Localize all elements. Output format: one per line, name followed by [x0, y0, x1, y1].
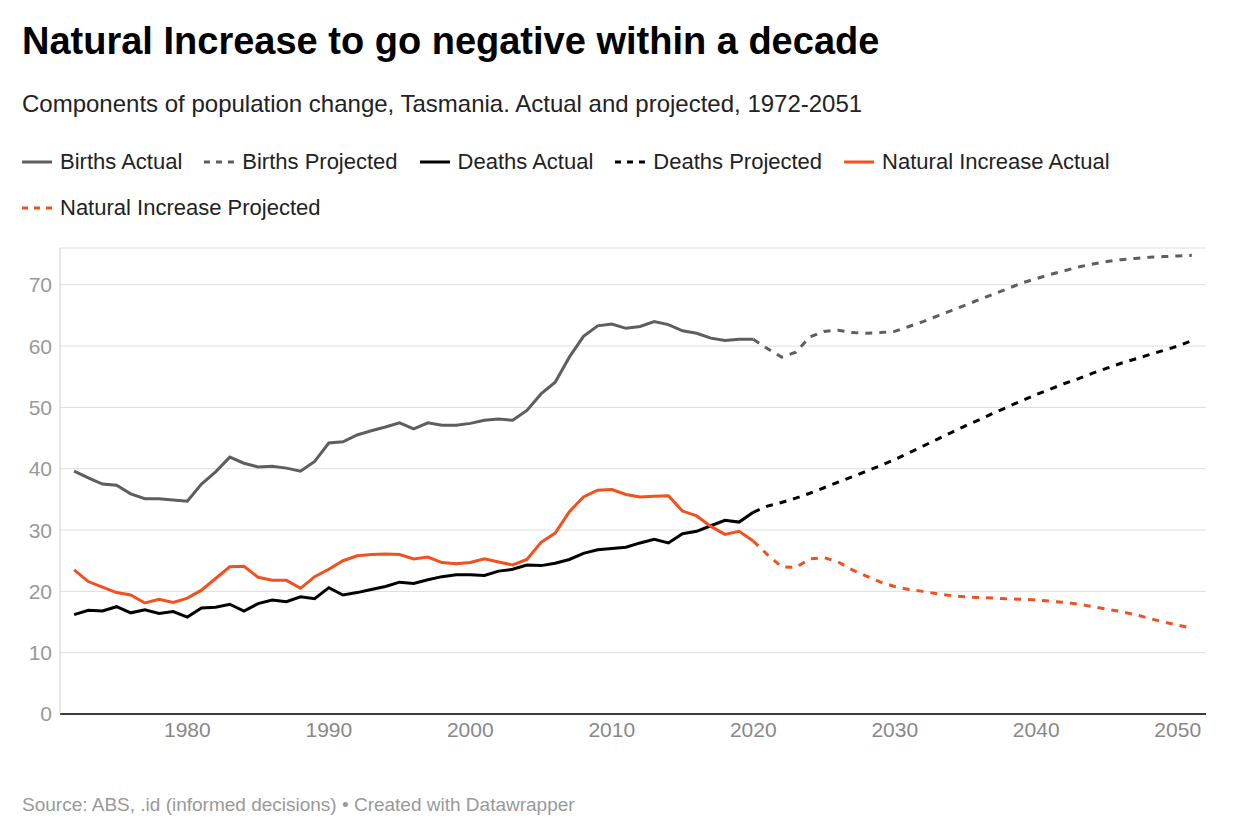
html-text:Source: ABS, .id (informed dec: Source: ABS, .id (informed decisions) • … [22, 794, 575, 815]
svg-text:60: 60 [29, 335, 52, 358]
svg-text:20: 20 [29, 580, 52, 603]
html-text:Deaths Projected: Deaths Projected [653, 149, 823, 174]
svg-text:40: 40 [29, 457, 52, 480]
svg-text:2030: 2030 [871, 718, 918, 741]
html-text:Births Actual: Births Actual [60, 149, 183, 174]
html-text:Deaths Actual: Deaths Actual [457, 149, 594, 174]
svg-text:10: 10 [29, 641, 52, 664]
svg-text:2020: 2020 [730, 718, 777, 741]
svg-text:1990: 1990 [305, 718, 352, 741]
svg-text:1980: 1980 [164, 718, 211, 741]
html-text:Natural Increase Projected: Natural Increase Projected [60, 195, 321, 220]
html-text:Components of population chang: Components of population change, Tasmani… [22, 90, 863, 117]
svg-text:0: 0 [40, 702, 52, 725]
svg-text:70: 70 [29, 273, 52, 296]
html-text:Natural Increase to go negativ: Natural Increase to go negative within a… [22, 20, 880, 62]
html-text:Natural Increase Actual: Natural Increase Actual [882, 149, 1110, 174]
html-text:Births Projected: Births Projected [242, 149, 398, 174]
svg-text:30: 30 [29, 519, 52, 542]
svg-text:2040: 2040 [1013, 718, 1060, 741]
svg-text:2010: 2010 [588, 718, 635, 741]
svg-text:50: 50 [29, 396, 52, 419]
svg-text:2050: 2050 [1154, 718, 1201, 741]
svg-text:2000: 2000 [447, 718, 494, 741]
